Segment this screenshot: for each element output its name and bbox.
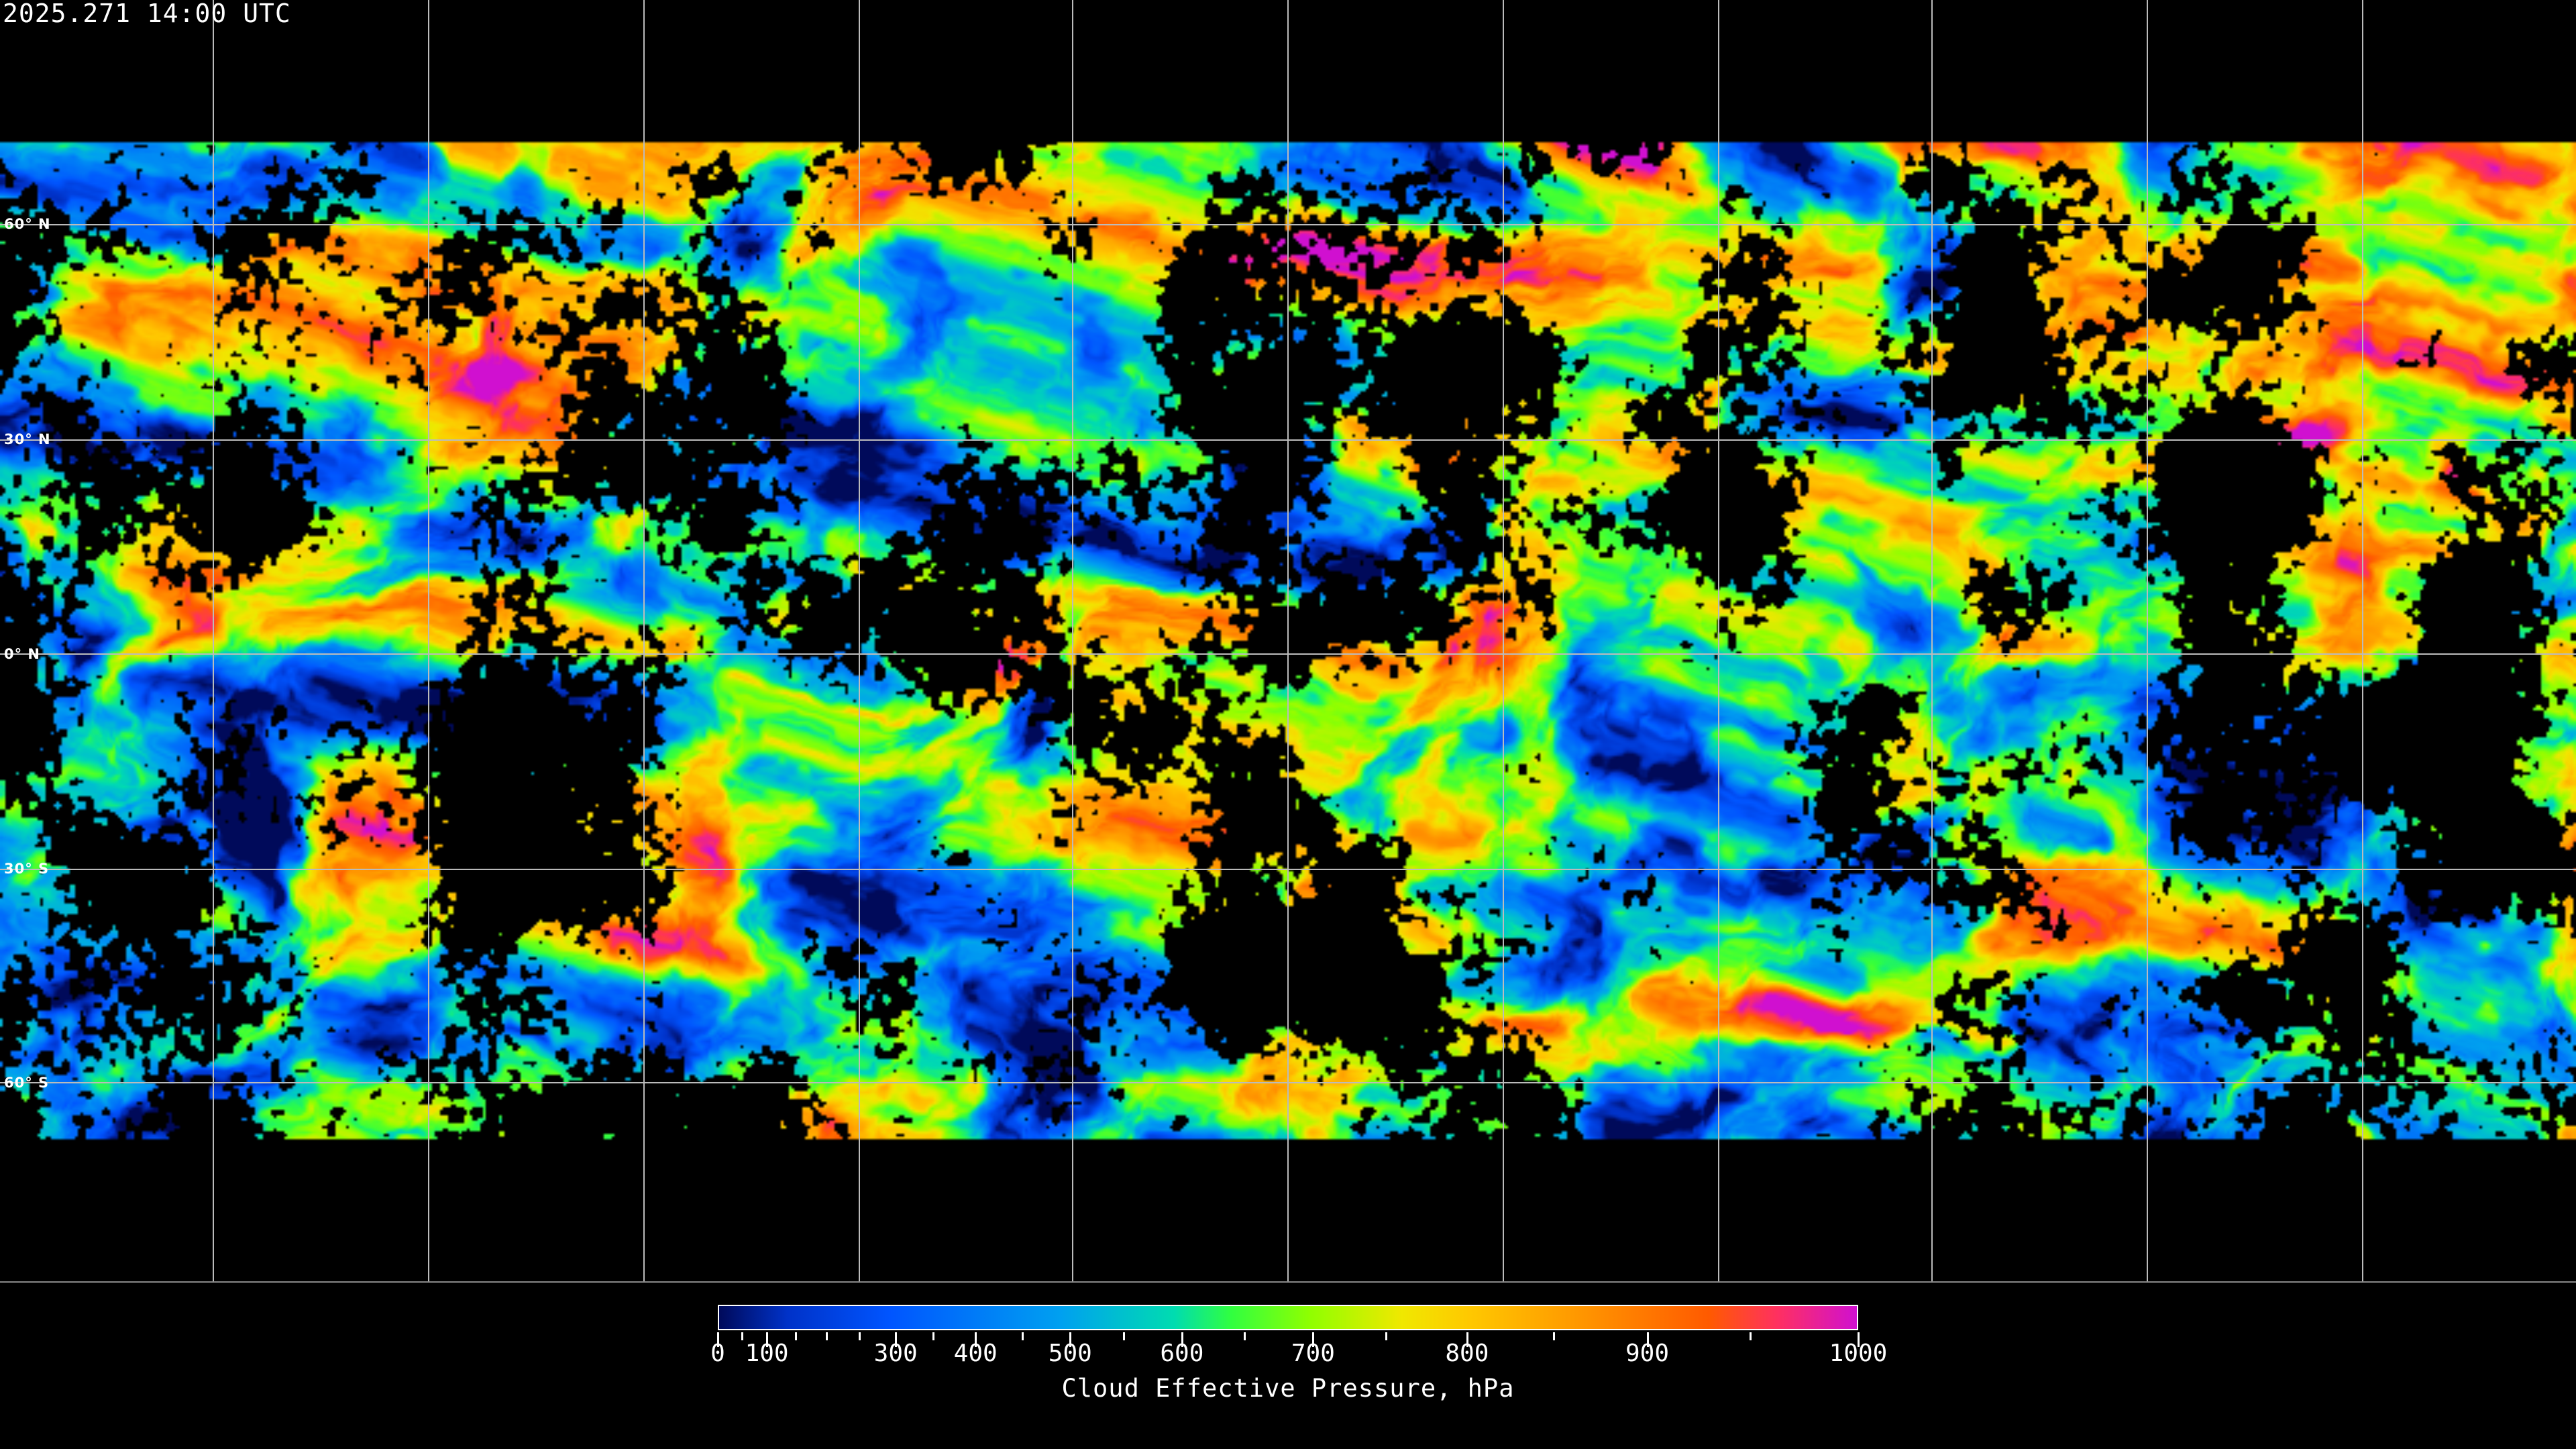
colorbar-tick — [895, 1332, 898, 1347]
colorbar-tick — [1646, 1332, 1649, 1347]
colorbar-tick-label: 800 — [1445, 1340, 1489, 1367]
colorbar-tick — [1385, 1332, 1388, 1340]
colorbar-tick — [1123, 1332, 1126, 1340]
colorbar-tick-label: 600 — [1160, 1340, 1204, 1367]
colorbar-tick-label: 500 — [1048, 1340, 1092, 1367]
colorbar-tick-label: 700 — [1291, 1340, 1335, 1367]
colorbar-label: Cloud Effective Pressure, hPa — [1061, 1374, 1515, 1403]
timestamp-title: 2025.271 14:00 UTC — [3, 0, 291, 28]
colorbar-tick-label: 300 — [873, 1340, 918, 1367]
colorbar-tick — [794, 1332, 797, 1340]
colorbar-tick — [1181, 1332, 1183, 1347]
colorbar-tick-label: 900 — [1625, 1340, 1670, 1367]
colorbar-tick-label: 0 — [710, 1340, 725, 1367]
colorbar-tick — [975, 1332, 977, 1347]
colorbar-tick-label: 400 — [953, 1340, 998, 1367]
lat-label-60s: 60° S — [4, 1075, 50, 1091]
colorbar-tick-label: 1000 — [1829, 1340, 1888, 1367]
lat-label-30s: 30° S — [4, 861, 50, 877]
colorbar-tick — [766, 1332, 769, 1347]
colorbar-tick — [1749, 1332, 1752, 1340]
lat-label-30n: 30° N — [4, 431, 51, 447]
colorbar — [718, 1305, 1858, 1330]
colorbar-tick — [1858, 1332, 1860, 1347]
colorbar-tick — [858, 1332, 861, 1340]
colorbar-tick — [1312, 1332, 1315, 1347]
colorbar-tick — [741, 1332, 743, 1340]
colorbar-tick — [1553, 1332, 1556, 1340]
colorbar-tick — [932, 1332, 935, 1340]
colorbar-tick — [717, 1332, 719, 1347]
colorbar-tick — [1021, 1332, 1024, 1340]
colorbar-tick-label: 100 — [745, 1340, 789, 1367]
colorbar-tick — [1466, 1332, 1468, 1347]
lat-label-60n: 60° N — [4, 216, 51, 232]
map-bottom-border — [0, 1281, 2576, 1283]
colorbar-tick — [1244, 1332, 1246, 1340]
lat-lon-grid — [0, 0, 2576, 1281]
colorbar-tick — [825, 1332, 828, 1340]
colorbar-tick — [1069, 1332, 1072, 1347]
lat-label-0n: 0° N — [4, 646, 40, 662]
